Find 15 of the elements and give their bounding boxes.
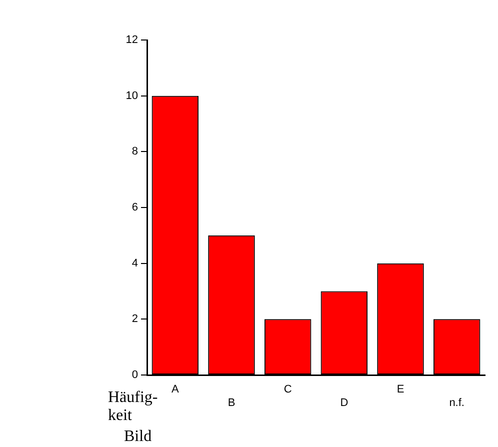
x-axis-title: Bild [124,428,152,446]
x-tick-label: C [284,384,292,396]
x-tick-label: D [340,396,348,409]
y-tick-label: 10 [126,90,138,102]
y-tick-label: 8 [132,146,138,158]
y-tick-label: 2 [132,313,138,326]
x-tick-label: E [396,384,404,396]
x-tick-label: n.f. [449,396,464,409]
y-tick-label: 4 [132,257,138,270]
y-tick-label: 12 [126,34,138,46]
x-tick-label: B [228,396,236,409]
y-axis-title: Häufig- keit [108,389,158,425]
x-tick-label: A [171,384,180,396]
y-tick-label: 6 [132,202,138,214]
y-tick-label: 0 [132,369,138,382]
